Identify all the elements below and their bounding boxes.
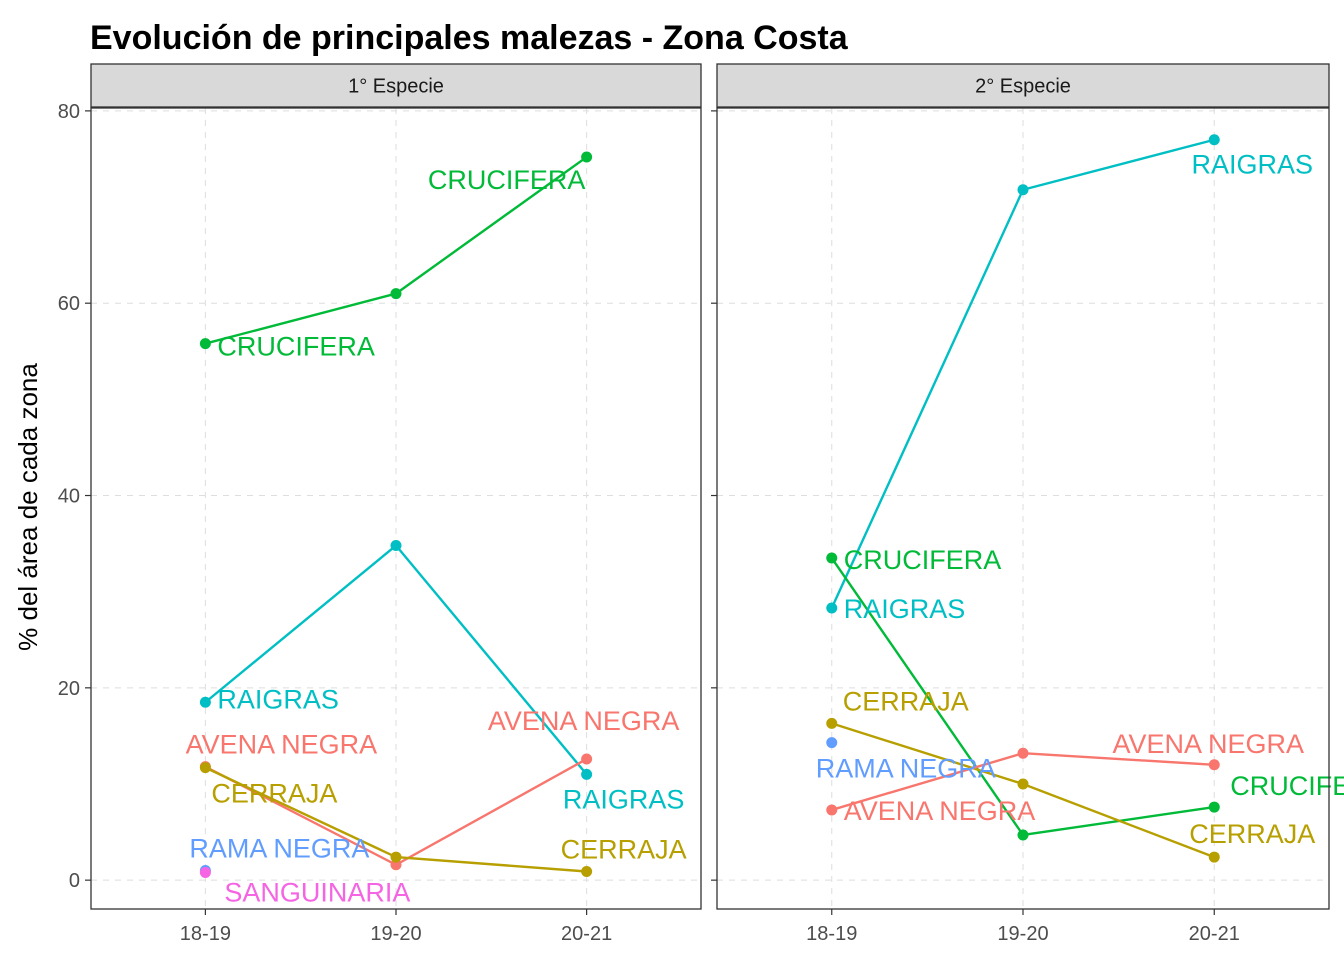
- data-point-sanguinaria: [199, 866, 211, 878]
- data-point-raigras: [1208, 134, 1220, 146]
- data-point-avena-negra: [390, 859, 402, 871]
- x-tick-label: 18-19: [180, 923, 231, 945]
- facet-strip: [716, 63, 1330, 108]
- data-point-avena-negra: [1208, 759, 1220, 771]
- data-point-raigras: [390, 540, 402, 552]
- data-point-crucifera: [581, 151, 593, 163]
- y-tick-label: 60: [58, 293, 80, 315]
- x-tick-label: 18-19: [806, 923, 857, 945]
- data-point-cerraja: [1017, 778, 1029, 790]
- data-point-raigras: [199, 696, 211, 708]
- data-point-crucifera: [199, 338, 211, 350]
- data-label-rama-negra: RAMA NEGRA: [816, 754, 996, 784]
- data-point-cerraja: [390, 851, 402, 863]
- x-tick-label: 19-20: [370, 923, 421, 945]
- data-label-raigras: RAIGRAS: [217, 684, 339, 714]
- x-tick-label: 20-21: [1189, 923, 1240, 945]
- data-point-crucifera: [390, 288, 402, 300]
- data-label-avena-negra: AVENA NEGRA: [844, 796, 1036, 826]
- data-label-raigras: RAIGRAS: [844, 594, 966, 624]
- facet-strip: [90, 63, 702, 108]
- data-label-crucifera: CRUCIFERA: [428, 165, 586, 195]
- data-label-rama-negra: RAMA NEGRA: [189, 834, 369, 864]
- data-point-cerraja: [199, 762, 211, 774]
- chart-title: Evolución de principales malezas - Zona …: [90, 19, 849, 57]
- data-label-avena-negra: AVENA NEGRA: [488, 706, 680, 736]
- data-label-sanguinaria: SANGUINARIA: [224, 877, 410, 907]
- data-point-crucifera: [1208, 801, 1220, 813]
- data-point-avena-negra: [1017, 747, 1029, 759]
- y-tick-label: 40: [58, 486, 80, 508]
- data-label-cerraja: CERRAJA: [211, 779, 337, 809]
- data-point-crucifera: [826, 552, 838, 564]
- data-label-cerraja: CERRAJA: [843, 686, 969, 716]
- facet-strip-label: 1° Especie: [348, 76, 444, 98]
- data-point-crucifera: [1017, 829, 1029, 841]
- y-tick-label: 20: [58, 678, 80, 700]
- data-point-avena-negra: [826, 804, 838, 816]
- data-point-avena-negra: [581, 753, 593, 765]
- data-label-cerraja: CERRAJA: [561, 834, 687, 864]
- x-tick-label: 20-21: [561, 923, 612, 945]
- facet-strip-label: 2° Especie: [975, 76, 1071, 98]
- data-label-avena-negra: AVENA NEGRA: [1112, 729, 1304, 759]
- facet-panels: CRUCIFERA CRUCIFERA RAIGRAS RAIGRAS AVENA NE…: [58, 63, 1344, 945]
- data-point-cerraja: [581, 865, 593, 877]
- y-axis-title: % del área de cada zona: [13, 363, 43, 651]
- x-tick-label: 19-20: [997, 923, 1048, 945]
- data-label-raigras: RAIGRAS: [563, 784, 685, 814]
- data-point-cerraja: [1208, 851, 1220, 863]
- data-point-raigras: [581, 768, 593, 780]
- data-point-raigras: [1017, 184, 1029, 196]
- data-label-crucifera: CRUCIFERA: [217, 332, 375, 362]
- y-tick-label: 0: [69, 870, 80, 892]
- data-point-raigras: [826, 602, 838, 614]
- panel-1: CRUCIFERA CRUCIFERA RAIGRAS RAIGRAS AVENA NE…: [58, 63, 702, 945]
- y-tick-label: 80: [58, 101, 80, 123]
- data-label-crucifera: CRUCIFERA: [844, 545, 1002, 575]
- panel-2: RAIGRAS RAIGRAS CRUCIFERA CRUCIFERA CERRAJA C…: [711, 63, 1344, 945]
- data-label-crucifera: CRUCIFERA: [1230, 771, 1344, 801]
- data-point-cerraja: [826, 717, 838, 729]
- data-label-avena-negra: AVENA NEGRA: [186, 730, 378, 760]
- data-label-cerraja: CERRAJA: [1189, 819, 1315, 849]
- data-label-raigras: RAIGRAS: [1191, 150, 1313, 180]
- data-point-rama-negra: [826, 737, 838, 749]
